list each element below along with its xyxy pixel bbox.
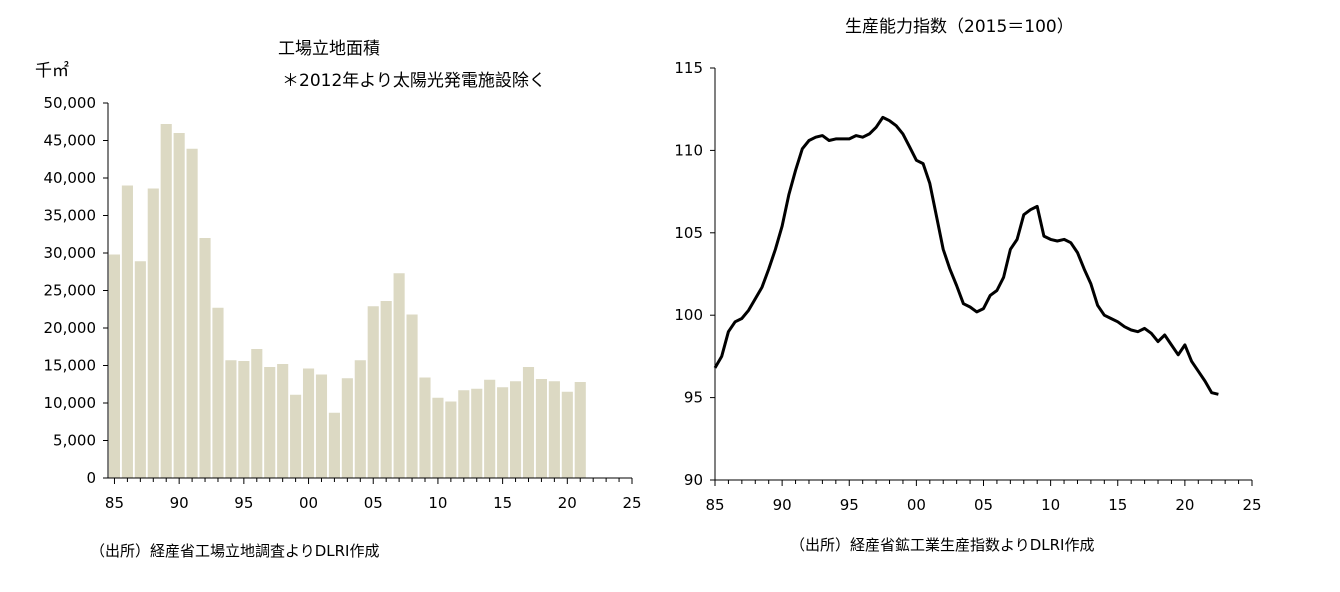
x-tick-label: 95 bbox=[234, 494, 253, 512]
x-tick-label: 05 bbox=[974, 496, 993, 514]
factory-area-chart-svg: 工場立地面積 ＊2012年より太陽光発電施設除く 千㎡ （出所）経産省工場立地調… bbox=[35, 39, 642, 560]
bar bbox=[199, 238, 211, 478]
y-tick-label: 95 bbox=[684, 389, 703, 407]
y-tick-label: 10,000 bbox=[44, 394, 97, 412]
x-tick-label: 15 bbox=[493, 494, 512, 512]
y-tick-label: 20,000 bbox=[44, 319, 97, 337]
bar bbox=[484, 379, 496, 478]
bar bbox=[367, 306, 379, 478]
y-tick-label: 15,000 bbox=[44, 357, 97, 375]
bar bbox=[212, 307, 224, 478]
capacity-index-chart-svg: 生産能力指数（2015＝100） （出所）経産省鉱工業生産指数よりDLRI作成 … bbox=[674, 17, 1261, 554]
y-tick-label: 115 bbox=[674, 59, 703, 77]
bar bbox=[134, 261, 146, 478]
bar bbox=[108, 254, 121, 478]
x-tick-label: 25 bbox=[622, 494, 641, 512]
y-tick-label: 30,000 bbox=[44, 244, 97, 262]
bar bbox=[341, 378, 353, 478]
bar bbox=[393, 273, 405, 478]
x-tick-label: 95 bbox=[840, 496, 859, 514]
right-source-note: （出所）経産省鉱工業生産指数よりDLRI作成 bbox=[790, 536, 1094, 554]
left-chart-subtitle: ＊2012年より太陽光発電施設除く bbox=[282, 71, 546, 91]
x-tick-label: 15 bbox=[1108, 496, 1127, 514]
y-tick-label: 100 bbox=[674, 306, 703, 324]
y-tick-label: 45,000 bbox=[44, 132, 97, 150]
y-tick-label: 5,000 bbox=[53, 432, 96, 450]
x-tick-label: 25 bbox=[1242, 496, 1261, 514]
bar bbox=[264, 367, 276, 478]
left-chart-title: 工場立地面積 bbox=[278, 39, 380, 59]
bar bbox=[535, 379, 547, 478]
bar bbox=[380, 301, 392, 478]
bar bbox=[458, 390, 470, 478]
bar bbox=[328, 412, 340, 478]
bar bbox=[186, 148, 198, 478]
bar bbox=[173, 133, 185, 478]
bar bbox=[147, 188, 159, 478]
bar bbox=[497, 387, 509, 478]
x-tick-label: 85 bbox=[705, 496, 724, 514]
y-tick-label: 0 bbox=[86, 469, 96, 487]
bar bbox=[419, 377, 431, 478]
y-tick-label: 40,000 bbox=[44, 169, 97, 187]
y-tick-label: 105 bbox=[674, 224, 703, 242]
bar bbox=[302, 368, 315, 478]
bar bbox=[238, 361, 250, 478]
bar bbox=[561, 391, 573, 478]
y-tick-label: 25,000 bbox=[44, 282, 97, 300]
x-tick-label: 10 bbox=[1041, 496, 1060, 514]
x-tick-label: 05 bbox=[364, 494, 383, 512]
left-y-unit-label: 千㎡ bbox=[35, 61, 69, 81]
bar bbox=[290, 394, 302, 478]
bar bbox=[471, 388, 483, 478]
x-tick-label: 90 bbox=[170, 494, 189, 512]
capacity-index-chart: 生産能力指数（2015＝100） （出所）経産省鉱工業生産指数よりDLRI作成 … bbox=[660, 0, 1340, 588]
bar bbox=[315, 374, 328, 478]
x-tick-label: 20 bbox=[558, 494, 577, 512]
bar bbox=[277, 364, 289, 478]
bar bbox=[251, 349, 263, 478]
factory-area-chart: 工場立地面積 ＊2012年より太陽光発電施設除く 千㎡ （出所）経産省工場立地調… bbox=[0, 0, 660, 588]
x-tick-label: 90 bbox=[773, 496, 792, 514]
bar bbox=[406, 314, 418, 478]
left-source-note: （出所）経産省工場立地調査よりDLRI作成 bbox=[90, 542, 379, 560]
series-line bbox=[713, 115, 1219, 396]
y-tick-label: 50,000 bbox=[44, 94, 97, 112]
bar bbox=[160, 124, 172, 478]
bar bbox=[548, 381, 560, 478]
bar bbox=[432, 397, 444, 478]
right-chart-title: 生産能力指数（2015＝100） bbox=[845, 17, 1074, 37]
bar bbox=[225, 360, 237, 478]
y-tick-label: 110 bbox=[674, 141, 703, 159]
x-tick-label: 10 bbox=[428, 494, 447, 512]
bar bbox=[445, 401, 457, 478]
y-tick-label: 35,000 bbox=[44, 207, 97, 225]
y-tick-label: 90 bbox=[684, 471, 703, 489]
bar bbox=[509, 381, 522, 478]
x-tick-label: 20 bbox=[1175, 496, 1194, 514]
bar bbox=[354, 360, 366, 478]
bar bbox=[522, 367, 535, 478]
bar bbox=[574, 382, 586, 478]
x-tick-label: 00 bbox=[907, 496, 926, 514]
x-tick-label: 85 bbox=[105, 494, 124, 512]
bar bbox=[121, 185, 133, 478]
x-tick-label: 00 bbox=[299, 494, 318, 512]
